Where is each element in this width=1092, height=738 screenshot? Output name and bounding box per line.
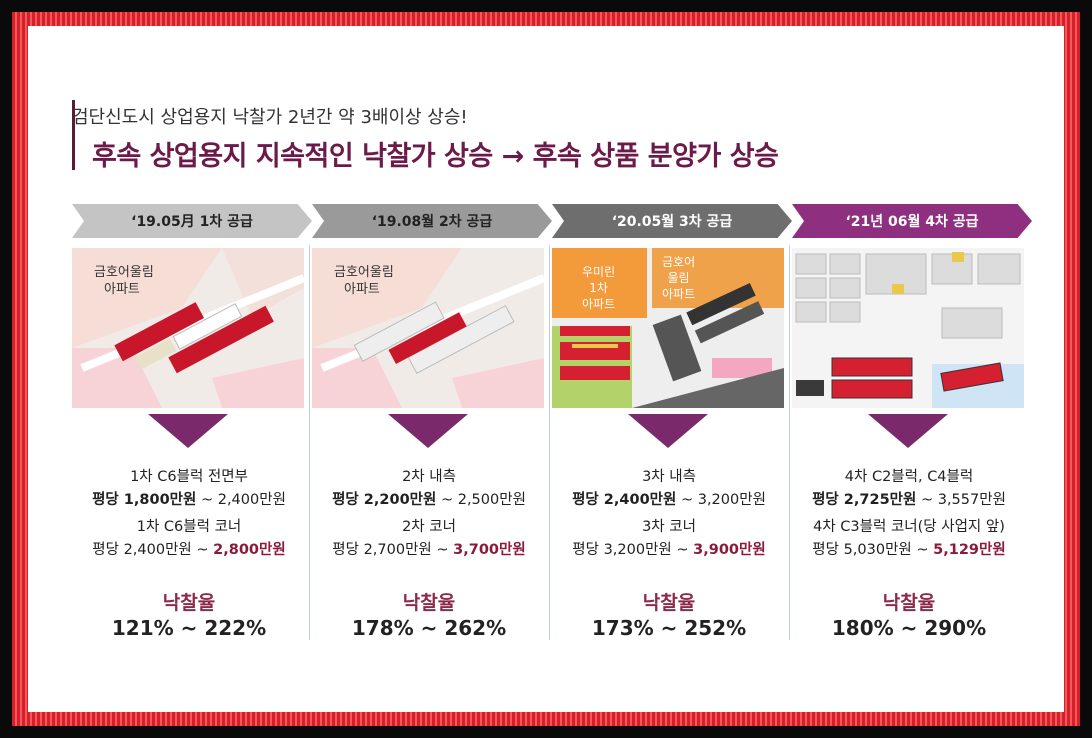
map-label-apt: 아파트 [582, 297, 616, 311]
block-label: 3차 코너 [642, 519, 696, 535]
block-label: 3차 내측 [642, 469, 696, 485]
price-range: 평당 5,030만원 ~ 5,129만원 [812, 542, 1006, 558]
down-arrow-icon [148, 414, 228, 448]
map-label-phase: 1차 [589, 281, 608, 295]
column-4: ‘21년 06월 4차 공급 [792, 204, 1032, 644]
map-label-apt: 아파트 [662, 287, 696, 301]
tab-3rd-supply: ‘20.05월 3차 공급 [552, 204, 792, 238]
price-range: 평당 2,700만원 ~ 3,700만원 [332, 542, 526, 558]
column-3: ‘20.05월 3차 공급 우미린 1차 아파트 금호어 울림 [552, 204, 792, 644]
site-map-2: 금호어울림 아파트 [312, 248, 544, 408]
column-1: ‘19.05月 1차 공급 금호어울림 아파트 1차 C6블럭 전면부 평당 1… [72, 204, 312, 644]
price-range: 평당 2,400만원 ~ 3,200만원 [572, 492, 766, 508]
site-map-3: 우미린 1차 아파트 금호어 울림 아파트 [552, 248, 784, 408]
block-label: 1차 C6블럭 전면부 [130, 469, 248, 485]
bid-rate-value: 173% ~ 252% [591, 616, 747, 640]
price-range: 평당 2,400만원 ~ 2,800만원 [92, 542, 286, 558]
down-arrow-icon [388, 414, 468, 448]
column-divider [789, 245, 790, 640]
bid-rate-value: 121% ~ 222% [111, 616, 267, 640]
bid-rate-value: 180% ~ 290% [831, 616, 987, 640]
tab-2nd-supply: ‘19.08월 2차 공급 [312, 204, 552, 238]
tab-1st-supply: ‘19.05月 1차 공급 [72, 204, 312, 238]
map-label-apt-name: 금호어 [662, 255, 696, 269]
subtitle: 검단신도시 상업용지 낙찰가 2년간 약 3배이상 상승! [72, 107, 468, 128]
block-label: 4차 C2블럭, C4블럭 [844, 469, 974, 485]
site-map-1: 금호어울림 아파트 [72, 248, 304, 408]
bid-rate-label: 낙찰율 [642, 592, 696, 614]
block-label: 4차 C3블럭 코너(당 사업지 앞) [813, 519, 1005, 535]
bid-rate-value: 178% ~ 262% [351, 616, 507, 640]
down-arrow-icon [628, 414, 708, 448]
map-label-apt-name: 우미린 [582, 265, 616, 279]
block-label: 2차 내측 [402, 469, 456, 485]
tab-4th-supply: ‘21년 06월 4차 공급 [792, 204, 1032, 238]
price-range: 평당 2,200만원 ~ 2,500만원 [332, 492, 526, 508]
map-label-apt: 아파트 [344, 282, 380, 297]
price-range: 평당 2,725만원 ~ 3,557만원 [812, 492, 1006, 508]
map-label-apt: 아파트 [104, 282, 140, 297]
price-range: 평당 1,800만원 ~ 2,400만원 [92, 492, 286, 508]
block-label: 1차 C6블럭 코너 [136, 519, 242, 535]
page-title: 후속 상업용지 지속적인 낙찰가 상승 → 후속 상품 분양가 상승 [92, 141, 779, 172]
bid-rate-label: 낙찰율 [162, 592, 216, 614]
column-divider [309, 245, 310, 640]
map-label-apt-name: 금호어울림 [334, 265, 394, 280]
price-range: 평당 3,200만원 ~ 3,900만원 [572, 542, 766, 558]
column-divider [549, 245, 550, 640]
title-accent-bar [72, 100, 75, 170]
site-map-4 [792, 248, 1024, 408]
price-info-3: 3차 내측 평당 2,400만원 ~ 3,200만원 3차 코너 평당 3,20… [552, 466, 786, 562]
map-label-apt-name: 울림 [667, 271, 690, 285]
bid-rate-label: 낙찰율 [402, 592, 456, 614]
column-2: ‘19.08월 2차 공급 금호어울림 아파트 2차 내측 평당 2,200만원… [312, 204, 552, 644]
map-label-apt-name: 금호어울림 [94, 265, 154, 280]
block-label: 2차 코너 [402, 519, 456, 535]
bid-rate-label: 낙찰율 [882, 592, 936, 614]
price-info-1: 1차 C6블럭 전면부 평당 1,800만원 ~ 2,400만원 1차 C6블럭… [72, 466, 306, 562]
price-info-2: 2차 내측 평당 2,200만원 ~ 2,500만원 2차 코너 평당 2,70… [312, 466, 546, 562]
price-info-4: 4차 C2블럭, C4블럭 평당 2,725만원 ~ 3,557만원 4차 C3… [792, 466, 1026, 562]
down-arrow-icon [868, 414, 948, 448]
